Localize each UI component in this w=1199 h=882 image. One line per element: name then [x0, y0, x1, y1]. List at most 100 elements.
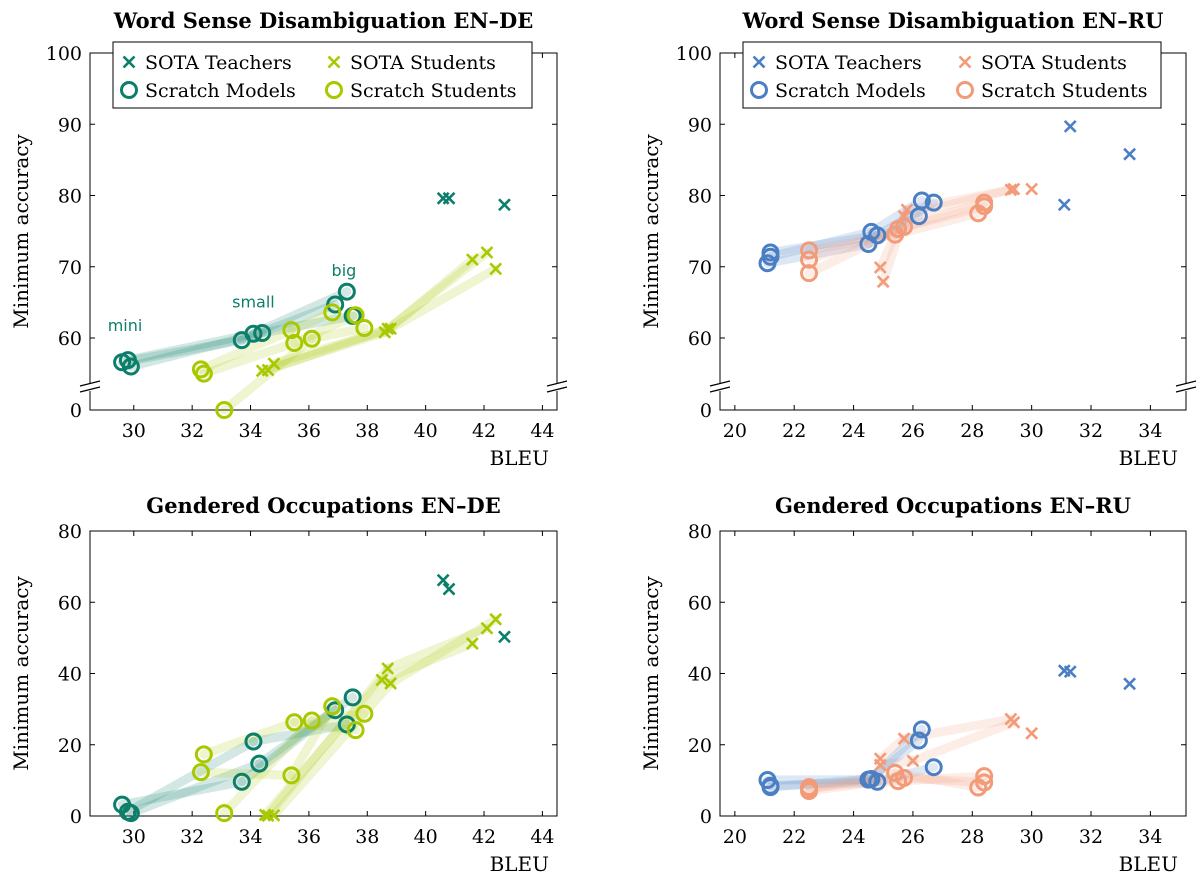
y-tick-label: 100 — [676, 43, 712, 65]
data-point — [1026, 728, 1037, 739]
x-tick-label: 32 — [180, 826, 204, 848]
y-tick-label: 80 — [688, 186, 712, 208]
legend-label: Scratch Models — [145, 80, 296, 102]
x-tick-label: 40 — [414, 420, 438, 442]
y-axis-label: Minimum accuracy — [9, 576, 33, 771]
chart-panel-2: Word Sense Disambiguation EN–RU 0 60 70 80 90… — [639, 8, 1196, 470]
y-tick-label: 60 — [58, 592, 82, 614]
legend-label: SOTA Teachers — [775, 52, 922, 74]
plot-frame — [720, 531, 1186, 816]
x-tick-label: 26 — [901, 420, 925, 442]
y-tick-label: 60 — [688, 592, 712, 614]
x-tick-label: 44 — [530, 420, 554, 442]
x-tick-label: 34 — [238, 420, 262, 442]
trend-band-sota-students — [391, 619, 496, 683]
data-point — [438, 193, 449, 204]
chart-title: Gendered Occupations EN–RU — [775, 493, 1131, 518]
size-annotation: mini — [108, 316, 143, 335]
y-tick-label: 70 — [688, 257, 712, 279]
x-tick-label: 34 — [238, 826, 262, 848]
x-tick-label: 22 — [782, 420, 806, 442]
y-tick-label: 20 — [688, 735, 712, 757]
x-tick-label: 24 — [841, 420, 865, 442]
data-point — [1124, 678, 1135, 689]
x-tick-label: 30 — [1020, 826, 1044, 848]
data-point — [444, 193, 455, 204]
x-tick-label: 32 — [1079, 420, 1103, 442]
x-tick-label: 36 — [297, 826, 321, 848]
data-point — [1065, 121, 1076, 132]
plot-frame — [90, 531, 557, 816]
x-tick-label: 40 — [414, 826, 438, 848]
x-axis-label: BLEU — [490, 852, 549, 876]
trend-band-sota-students — [391, 269, 496, 329]
chart-title: Gendered Occupations EN–DE — [146, 493, 500, 518]
y-tick-label: 20 — [58, 735, 82, 757]
x-axis-label: BLEU — [1119, 446, 1178, 470]
chart-panel-1: Word Sense Disambiguation EN–DE060708090… — [9, 8, 567, 470]
size-annotation: big — [332, 261, 357, 280]
y-tick-label: 0 — [70, 806, 82, 828]
x-tick-label: 38 — [355, 420, 379, 442]
series-sota-teachers — [1059, 121, 1135, 210]
x-tick-label: 20 — [723, 826, 747, 848]
y-tick-label: 0 — [700, 806, 712, 828]
x-tick-label: 30 — [122, 826, 146, 848]
legend-label: Scratch Models — [775, 80, 926, 102]
y-axis-label: Minimum accuracy — [639, 134, 663, 329]
x-tick-label: 28 — [960, 826, 984, 848]
y-tick-label: 90 — [688, 114, 712, 136]
legend: SOTA Teachers SOTA Students Scratch Models… — [743, 42, 1161, 108]
x-tick-label: 44 — [530, 826, 554, 848]
y-axis-label: Minimum accuracy — [9, 134, 33, 329]
y-tick-label: 100 — [46, 43, 82, 65]
x-axis-label: BLEU — [490, 446, 549, 470]
y-tick-label: 80 — [58, 186, 82, 208]
data-point — [499, 631, 510, 642]
data-point — [1124, 149, 1135, 160]
x-tick-label: 22 — [782, 826, 806, 848]
x-tick-label: 34 — [1138, 420, 1162, 442]
x-tick-label: 42 — [472, 826, 496, 848]
y-tick-label: 80 — [58, 521, 82, 543]
y-tick-label: 60 — [688, 328, 712, 350]
legend: SOTA Teachers SOTA Students Scratch Models… — [113, 42, 532, 108]
data-point — [499, 199, 510, 210]
x-axis-label: BLEU — [1119, 852, 1178, 876]
legend-label: Scratch Students — [350, 80, 517, 102]
legend-label: SOTA Teachers — [145, 52, 292, 74]
x-tick-label: 30 — [122, 420, 146, 442]
x-tick-label: 24 — [841, 826, 865, 848]
x-tick-label: 32 — [1079, 826, 1103, 848]
chart-title: Word Sense Disambiguation EN–DE — [113, 8, 533, 33]
chart-title: Word Sense Disambiguation EN–RU — [741, 8, 1163, 33]
y-tick-label: 90 — [58, 114, 82, 136]
x-tick-label: 28 — [960, 420, 984, 442]
x-tick-label: 32 — [180, 420, 204, 442]
legend-label: Scratch Students — [981, 80, 1148, 102]
x-tick-label: 36 — [297, 420, 321, 442]
x-tick-label: 26 — [901, 826, 925, 848]
x-tick-label: 30 — [1020, 420, 1044, 442]
y-axis-label: Minimum accuracy — [639, 576, 663, 771]
chart-panel-4: Gendered Occupations EN–RU 0 20 40 60 80 20 22 2… — [639, 493, 1186, 876]
x-tick-label: 20 — [723, 420, 747, 442]
data-point — [1059, 199, 1070, 210]
size-annotation: small — [232, 292, 275, 311]
x-tick-label: 34 — [1138, 826, 1162, 848]
y-tick-label: 40 — [58, 664, 82, 686]
series-sota-teachers — [438, 193, 510, 210]
y-tick-label: 80 — [688, 521, 712, 543]
legend-label: SOTA Students — [981, 52, 1127, 74]
y-tick-label: 40 — [688, 664, 712, 686]
series-sota-teachers — [1059, 665, 1135, 689]
y-tick-label: 0 — [70, 400, 82, 422]
chart-panel-3: Gendered Occupations EN–DE 0 20 40 60 80 30 32 3… — [9, 493, 557, 876]
legend-label: SOTA Students — [350, 52, 496, 74]
x-tick-label: 38 — [355, 826, 379, 848]
y-tick-label: 0 — [700, 400, 712, 422]
y-tick-label: 70 — [58, 257, 82, 279]
data-point — [1026, 184, 1037, 195]
x-tick-label: 42 — [472, 420, 496, 442]
